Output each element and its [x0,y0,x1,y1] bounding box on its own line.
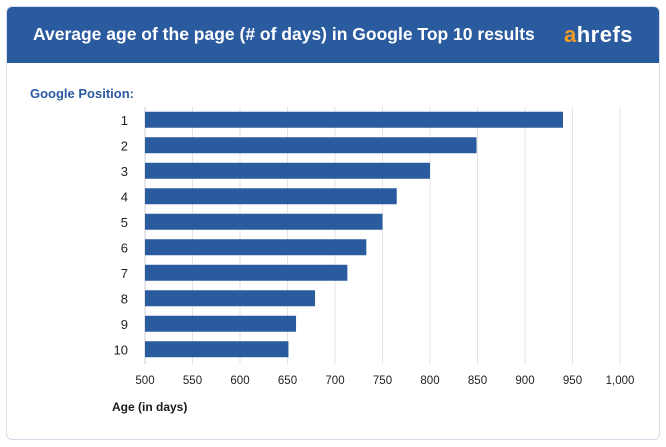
bar-position-1 [145,111,563,128]
x-tick-label: 850 [468,375,487,387]
bar-position-4 [145,188,397,205]
chart-card: Average age of the page (# of days) in G… [6,6,660,440]
x-tick-label: 650 [278,375,297,387]
bar-position-7 [145,264,348,281]
x-tick-labels: 500 550 600 650 700 750 800 850 900 950 1,000 [135,375,634,387]
y-tick-label: 3 [121,164,128,179]
logo-text: hrefs [576,22,633,47]
x-tick-label: 550 [183,375,202,387]
x-tick-label: 700 [325,375,344,387]
y-tick-label: 8 [121,291,128,306]
y-tick-labels: 1 2 3 4 5 6 7 8 9 10 [114,113,128,358]
x-tick-label: 1,000 [606,375,635,387]
y-tick-label: 9 [121,317,128,332]
x-tick-label: 600 [230,375,249,387]
y-tick-label: 1 [121,113,128,128]
x-axis-label: Age (in days) [112,400,187,414]
bar-position-10 [145,341,289,358]
chart-header: Average age of the page (# of days) in G… [7,7,659,63]
y-tick-label: 6 [121,240,128,255]
y-tick-label: 10 [114,342,128,357]
x-tick-label: 800 [420,375,439,387]
bars [145,111,563,358]
chart-title: Average age of the page (# of days) in G… [33,24,535,44]
bar-position-3 [145,162,430,179]
ahrefs-logo: ahrefs [564,22,633,48]
x-tick-label: 750 [373,375,392,387]
y-axis-label: Google Position: [30,86,134,101]
bar-position-9 [145,315,297,332]
x-tick-label: 950 [563,375,582,387]
y-tick-label: 4 [121,189,128,204]
bar-position-8 [145,290,316,307]
y-tick-label: 5 [121,215,128,230]
x-tick-label: 500 [135,375,154,387]
y-tick-label: 2 [121,138,128,153]
x-tick-label: 900 [515,375,534,387]
bar-position-5 [145,213,383,230]
bar-position-6 [145,239,367,256]
bar-position-2 [145,137,477,154]
y-tick-label: 7 [121,266,128,281]
logo-accent-letter: a [563,22,577,47]
